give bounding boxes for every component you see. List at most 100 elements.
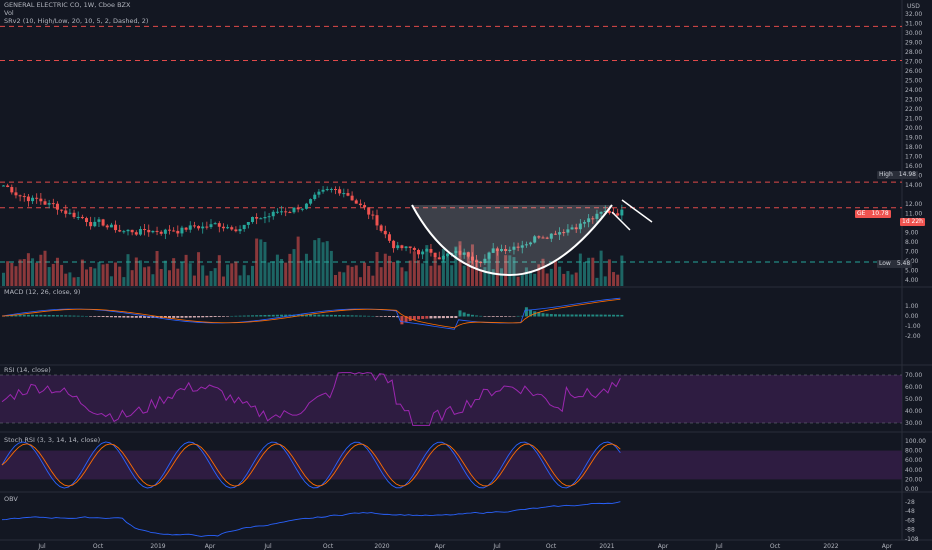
macd-histogram-bar bbox=[354, 315, 358, 317]
candle-body bbox=[595, 213, 599, 219]
volume-bar bbox=[595, 277, 599, 286]
macd-histogram-bar bbox=[325, 314, 329, 317]
volume-bar bbox=[163, 260, 167, 286]
macd-histogram-bar bbox=[89, 316, 93, 317]
candle-body bbox=[558, 232, 562, 235]
volume-bar bbox=[101, 264, 105, 286]
macd-histogram-bar bbox=[524, 307, 528, 317]
macd-histogram-bar bbox=[109, 316, 113, 318]
macd-histogram-bar bbox=[404, 316, 408, 323]
macd-histogram-bar bbox=[612, 314, 616, 317]
candle-body bbox=[55, 203, 59, 210]
candle-body bbox=[168, 229, 171, 231]
volume-bar bbox=[271, 261, 275, 286]
candle-body bbox=[180, 227, 184, 234]
candle-body bbox=[51, 203, 55, 205]
candle-body bbox=[533, 236, 537, 243]
candle-body bbox=[392, 240, 396, 249]
volume-bar bbox=[288, 253, 292, 286]
volume-bar bbox=[122, 277, 126, 286]
time-axis-tick: 2019 bbox=[150, 543, 165, 550]
candle-body bbox=[255, 216, 259, 219]
macd-histogram-bar bbox=[118, 316, 122, 318]
volume-bar bbox=[379, 267, 383, 286]
macd-histogram-bar bbox=[275, 314, 279, 317]
price-axis-tick: 29.00 bbox=[905, 40, 922, 47]
price-axis-tick: 7.00 bbox=[905, 249, 919, 256]
volume-bar bbox=[118, 266, 122, 286]
volume-bar bbox=[22, 259, 26, 286]
macd-histogram-bar bbox=[192, 316, 196, 318]
volume-bar bbox=[367, 265, 371, 286]
volume-bar bbox=[130, 270, 134, 286]
macd-histogram-bar bbox=[433, 316, 437, 319]
volume-bar bbox=[309, 260, 313, 286]
volume-bar bbox=[184, 254, 188, 286]
candle-body bbox=[10, 187, 14, 193]
macd-histogram-bar bbox=[392, 316, 396, 318]
macd-histogram-bar bbox=[603, 314, 607, 317]
stoch-k-line bbox=[1, 441, 621, 489]
macd-histogram-bar bbox=[446, 316, 450, 319]
volume-bar bbox=[578, 253, 582, 286]
last-price-label: GE 10.78 bbox=[855, 210, 891, 218]
candle-body bbox=[251, 216, 254, 223]
volume-bar bbox=[292, 249, 296, 286]
price-axis-tick: 27.00 bbox=[905, 59, 922, 66]
volume-bar bbox=[76, 277, 80, 286]
volume-bar bbox=[188, 263, 192, 286]
candle-body bbox=[387, 234, 391, 241]
macd-histogram-bar bbox=[400, 316, 404, 325]
macd-histogram-bar bbox=[412, 316, 416, 321]
volume-bar bbox=[284, 262, 288, 286]
volume-bar bbox=[55, 257, 59, 286]
macd-histogram-bar bbox=[508, 316, 512, 317]
candle-body bbox=[238, 229, 242, 232]
volume-bar bbox=[408, 260, 412, 286]
macd-histogram-bar bbox=[583, 314, 586, 317]
candle-body bbox=[304, 203, 308, 209]
volume-bar bbox=[350, 266, 354, 286]
candle-body bbox=[246, 222, 250, 225]
candle-body bbox=[309, 199, 313, 204]
high-label-value: 14.98 bbox=[898, 171, 916, 178]
macd-histogram-bar bbox=[562, 314, 566, 317]
candle-body bbox=[346, 193, 350, 196]
macd-histogram-bar bbox=[271, 314, 275, 317]
cup-fill bbox=[412, 205, 612, 275]
volume-bar bbox=[80, 259, 84, 286]
candle-body bbox=[383, 230, 387, 235]
macd-axis-tick: 1.00 bbox=[905, 303, 919, 310]
macd-histogram-bar bbox=[367, 315, 371, 317]
volume-bar bbox=[213, 268, 217, 286]
candle-body bbox=[417, 249, 420, 255]
candle-body bbox=[85, 218, 88, 223]
price-axis-tick: 26.00 bbox=[905, 68, 922, 75]
macd-histogram-bar bbox=[188, 316, 192, 318]
macd-histogram-bar bbox=[238, 315, 242, 317]
volume-bar bbox=[338, 271, 342, 286]
macd-histogram-bar bbox=[101, 316, 105, 318]
volume-bar bbox=[313, 240, 317, 286]
candle-body bbox=[292, 207, 296, 213]
price-axis-tick: 16.00 bbox=[905, 163, 922, 170]
volume-bar bbox=[479, 269, 483, 286]
macd-histogram-bar bbox=[541, 313, 545, 317]
candle-body bbox=[226, 227, 230, 229]
candle-body bbox=[334, 189, 337, 191]
volume-bar bbox=[387, 255, 391, 286]
macd-histogram-bar bbox=[338, 315, 342, 317]
volume-bar bbox=[172, 258, 176, 286]
candle-body bbox=[217, 223, 221, 227]
candle-body bbox=[213, 223, 217, 225]
volume-bar bbox=[168, 270, 171, 286]
macd-histogram-bar bbox=[504, 316, 508, 317]
candle-body bbox=[354, 200, 358, 204]
volume-bar bbox=[425, 245, 429, 286]
macd-histogram-bar bbox=[51, 315, 55, 317]
macd-histogram-bar bbox=[10, 315, 14, 317]
volume-bar bbox=[549, 268, 553, 286]
volume-bar bbox=[226, 264, 230, 286]
volume-bar bbox=[259, 239, 263, 286]
